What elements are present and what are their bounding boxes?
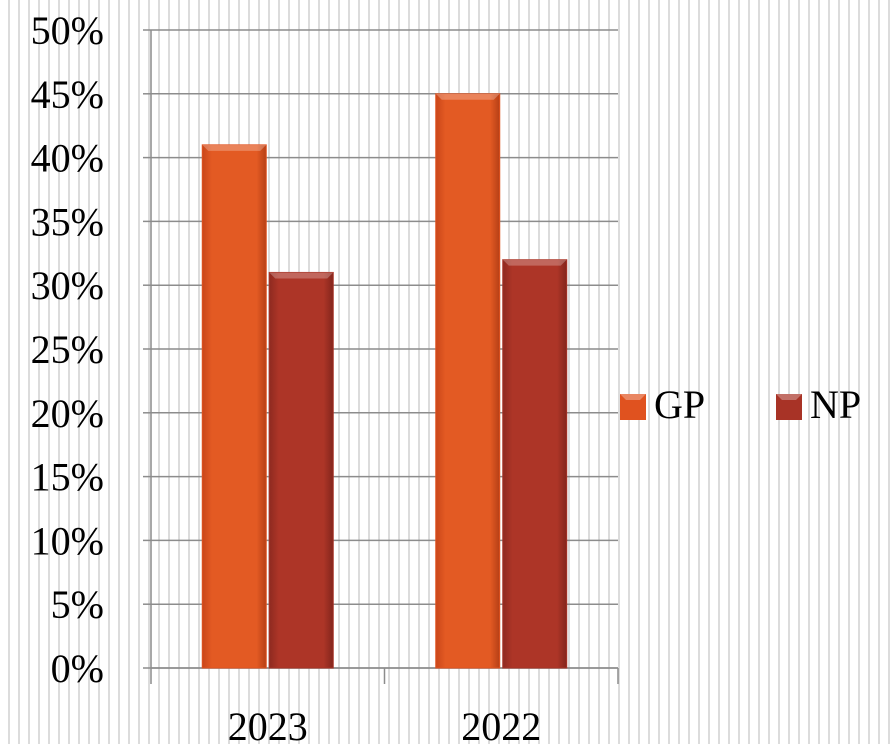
legend-swatch-bevel (620, 394, 646, 400)
y-tick-label: 30% (31, 263, 104, 308)
legend-label-np: NP (810, 382, 861, 427)
legend: GP NP (620, 382, 861, 427)
legend-label-gp: GP (654, 382, 705, 427)
y-tick-label: 10% (31, 518, 104, 563)
y-tick-label: 0% (51, 646, 104, 691)
legend-swatch-bevel (776, 394, 802, 400)
legend-swatch-np (776, 394, 802, 420)
bar-gp-2022 (435, 93, 501, 669)
y-tick-label: 50% (31, 8, 104, 53)
x-tick-label: 2023 (228, 704, 308, 744)
y-tick-label: 20% (31, 391, 104, 436)
y-tick-label: 25% (31, 327, 104, 372)
y-tick-label: 35% (31, 199, 104, 244)
bar-gp-2023 (201, 144, 267, 669)
legend-swatch-gp (620, 394, 646, 420)
x-tick-label: 2022 (461, 704, 541, 744)
bar-np-2023 (268, 271, 334, 669)
bar-bevel (269, 272, 334, 279)
bar-bevel (502, 259, 567, 266)
plot-area: 0% 5% 10% 15% 20% 25% 30% 35% 40% 45% 50% 2023 2022 (31, 8, 619, 749)
y-tick-label: 15% (31, 455, 104, 500)
y-tick-label: 5% (51, 582, 104, 627)
bar-np-2022 (502, 259, 568, 669)
bar-bevel (435, 93, 500, 100)
y-tick-label: 40% (31, 136, 104, 181)
y-tick-label: 45% (31, 72, 104, 117)
bar-bevel (202, 144, 267, 151)
